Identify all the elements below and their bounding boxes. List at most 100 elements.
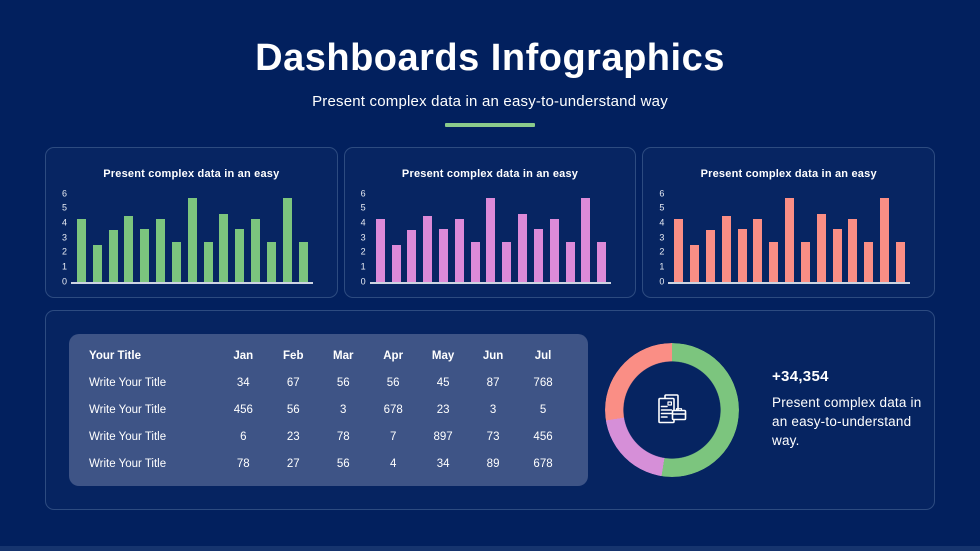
bar <box>848 218 858 282</box>
bar <box>407 230 417 282</box>
y-tick-label: 2 <box>61 246 67 257</box>
bar <box>674 218 684 282</box>
table-cell: Write Your Title <box>89 457 167 470</box>
bar <box>171 242 181 282</box>
chart-title: Present complex data in an easy <box>700 167 877 180</box>
bar <box>124 215 134 282</box>
y-tick-label: 1 <box>61 261 67 272</box>
table-cell: 78 <box>236 457 250 470</box>
bar <box>438 229 448 282</box>
table-column-header: Jun <box>482 349 504 362</box>
bar <box>251 218 261 282</box>
table-cell: 45 <box>436 376 450 389</box>
table-cell: 23 <box>436 403 450 416</box>
table-cell: 34 <box>436 457 450 470</box>
stat-description: Present complex data in an easy-to-under… <box>772 395 922 449</box>
table-cell: 678 <box>533 457 553 470</box>
table-cell: 56 <box>336 376 350 389</box>
table-cell: 78 <box>336 430 350 443</box>
y-axis: 6 5 4 3 2 1 0 <box>355 189 370 286</box>
y-tick-label: 3 <box>360 232 366 243</box>
table-cell: 27 <box>286 457 300 470</box>
bar <box>391 245 401 282</box>
bar <box>565 242 575 282</box>
bar <box>219 214 229 282</box>
y-tick-label: 4 <box>360 217 366 228</box>
bar <box>769 242 779 282</box>
page-title: Dashboards Infographics <box>255 37 725 79</box>
table-cell: Write Your Title <box>89 403 167 416</box>
bar <box>156 218 166 282</box>
bar <box>737 229 747 282</box>
bar-chart-card-green: Present complex data in an easy 6 5 4 3 2 1 0 <box>45 146 338 298</box>
table-cell: 7 <box>389 430 397 443</box>
y-axis: 6 5 4 3 2 1 0 <box>56 189 71 286</box>
bar <box>235 229 245 282</box>
bar <box>832 229 842 282</box>
documents-report-icon <box>658 393 687 424</box>
y-tick-label: 6 <box>61 188 67 199</box>
bar <box>108 230 118 282</box>
table-cell: Write Your Title <box>89 430 167 443</box>
table-column-header: Jul <box>534 349 552 362</box>
table-column-header: Mar <box>332 349 354 362</box>
table-column-header: Your Title <box>89 349 141 362</box>
table-cell: 5 <box>539 403 547 416</box>
summary-card: Your Title Jan Feb Mar Apr May Jun Jul Write Yo… <box>45 309 935 510</box>
table-column-header: Feb <box>283 349 304 362</box>
bar <box>581 198 591 282</box>
bar <box>864 242 874 282</box>
table-cell: 3 <box>340 403 347 416</box>
table-cell: 89 <box>486 457 500 470</box>
plot-area <box>668 194 911 284</box>
bar <box>721 215 731 282</box>
table-column-header: Jan <box>233 349 254 362</box>
y-tick-label: 5 <box>360 202 366 213</box>
bar <box>533 229 543 282</box>
bar-chart-green: 6 5 4 3 2 1 0 <box>56 189 313 286</box>
accent-divider <box>445 122 535 127</box>
bar <box>423 215 433 282</box>
bar <box>92 245 102 282</box>
bar <box>690 245 700 282</box>
table-cell: 4 <box>389 457 397 470</box>
y-tick-label: 4 <box>61 217 67 228</box>
bar <box>518 214 528 282</box>
table-cell: 456 <box>533 430 553 443</box>
chart-title: Present complex data in an easy <box>103 167 280 180</box>
table-cell: 768 <box>533 376 553 389</box>
table-cell: 6 <box>240 430 247 443</box>
bar <box>203 242 213 282</box>
bar <box>140 229 150 282</box>
table-cell: 56 <box>286 403 300 416</box>
table-cell: 73 <box>486 430 500 443</box>
plot-area <box>71 194 313 284</box>
bar <box>454 218 464 282</box>
bar <box>470 242 480 282</box>
bar <box>298 242 308 282</box>
bar <box>266 242 276 282</box>
table-row: Write Your Title 78 27 56 4 34 89 678 <box>89 450 568 477</box>
footer-strip <box>0 546 980 551</box>
bar-chart-pink: 6 5 4 3 2 1 0 <box>355 189 612 286</box>
page-subtitle: Present complex data in an easy-to-under… <box>312 92 668 110</box>
y-tick-label: 6 <box>659 188 665 199</box>
bar <box>282 198 292 282</box>
table-row: Write Your Title 34 67 56 56 45 87 768 <box>89 369 568 396</box>
table-column-header: May <box>431 349 455 362</box>
bar-chart-card-pink: Present complex data in an easy 6 5 4 3 2 1 0 <box>343 146 637 298</box>
table-cell: 678 <box>383 403 403 416</box>
table-cell: 23 <box>286 430 300 443</box>
bar <box>800 242 810 282</box>
bar <box>187 198 197 282</box>
y-tick-label: 5 <box>659 202 665 213</box>
bar <box>375 218 385 282</box>
table-column-header: Apr <box>383 349 404 362</box>
bar <box>706 230 715 282</box>
plot-area <box>369 194 612 284</box>
chart-title: Present complex data in an easy <box>401 167 579 180</box>
bar <box>502 242 512 282</box>
bar <box>77 218 86 282</box>
bar <box>597 242 607 282</box>
